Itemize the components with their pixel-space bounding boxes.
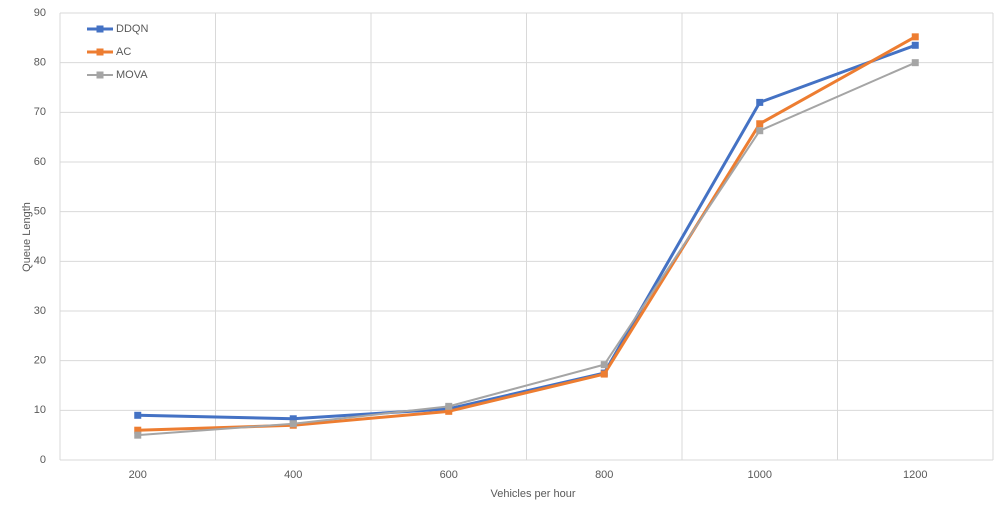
y-tick-label: 60: [34, 156, 46, 168]
x-tick-label: 400: [284, 469, 302, 481]
y-tick-label: 0: [40, 454, 46, 466]
data-point: [756, 98, 764, 106]
legend-marker: [96, 25, 104, 33]
x-tick-label: 200: [129, 469, 147, 481]
y-tick-label: 30: [34, 305, 46, 317]
data-point: [289, 420, 297, 428]
data-point: [289, 415, 297, 423]
data-point: [445, 402, 453, 410]
legend-label: MOVA: [116, 69, 148, 81]
data-point: [134, 411, 142, 419]
data-point: [911, 41, 919, 49]
y-tick-label: 80: [34, 57, 46, 69]
y-tick-label: 70: [34, 106, 46, 118]
data-point: [911, 33, 919, 41]
data-point: [756, 127, 764, 135]
y-tick-label: 20: [34, 355, 46, 367]
x-tick-label: 600: [440, 469, 458, 481]
x-tick-label: 1200: [903, 469, 927, 481]
x-tick-label: 1000: [748, 469, 772, 481]
series-line: [137, 43, 916, 421]
legend-marker: [96, 48, 104, 56]
x-axis-title: Vehicles per hour: [491, 488, 576, 500]
series-line: [137, 61, 916, 437]
x-tick-label: 800: [595, 469, 613, 481]
legend-marker: [96, 71, 104, 79]
y-tick-label: 10: [34, 404, 46, 416]
data-point: [911, 59, 919, 67]
y-axis-title: Queue Length: [21, 202, 33, 272]
data-point: [134, 426, 142, 434]
data-point: [600, 361, 608, 369]
y-tick-label: 40: [34, 255, 46, 267]
y-tick-label: 90: [34, 7, 46, 19]
y-tick-label: 50: [34, 206, 46, 218]
data-point: [600, 370, 608, 378]
legend-label: AC: [116, 46, 131, 58]
legend-label: DDQN: [116, 23, 148, 35]
data-point: [445, 407, 453, 415]
data-point: [756, 120, 764, 128]
data-point: [134, 431, 142, 439]
